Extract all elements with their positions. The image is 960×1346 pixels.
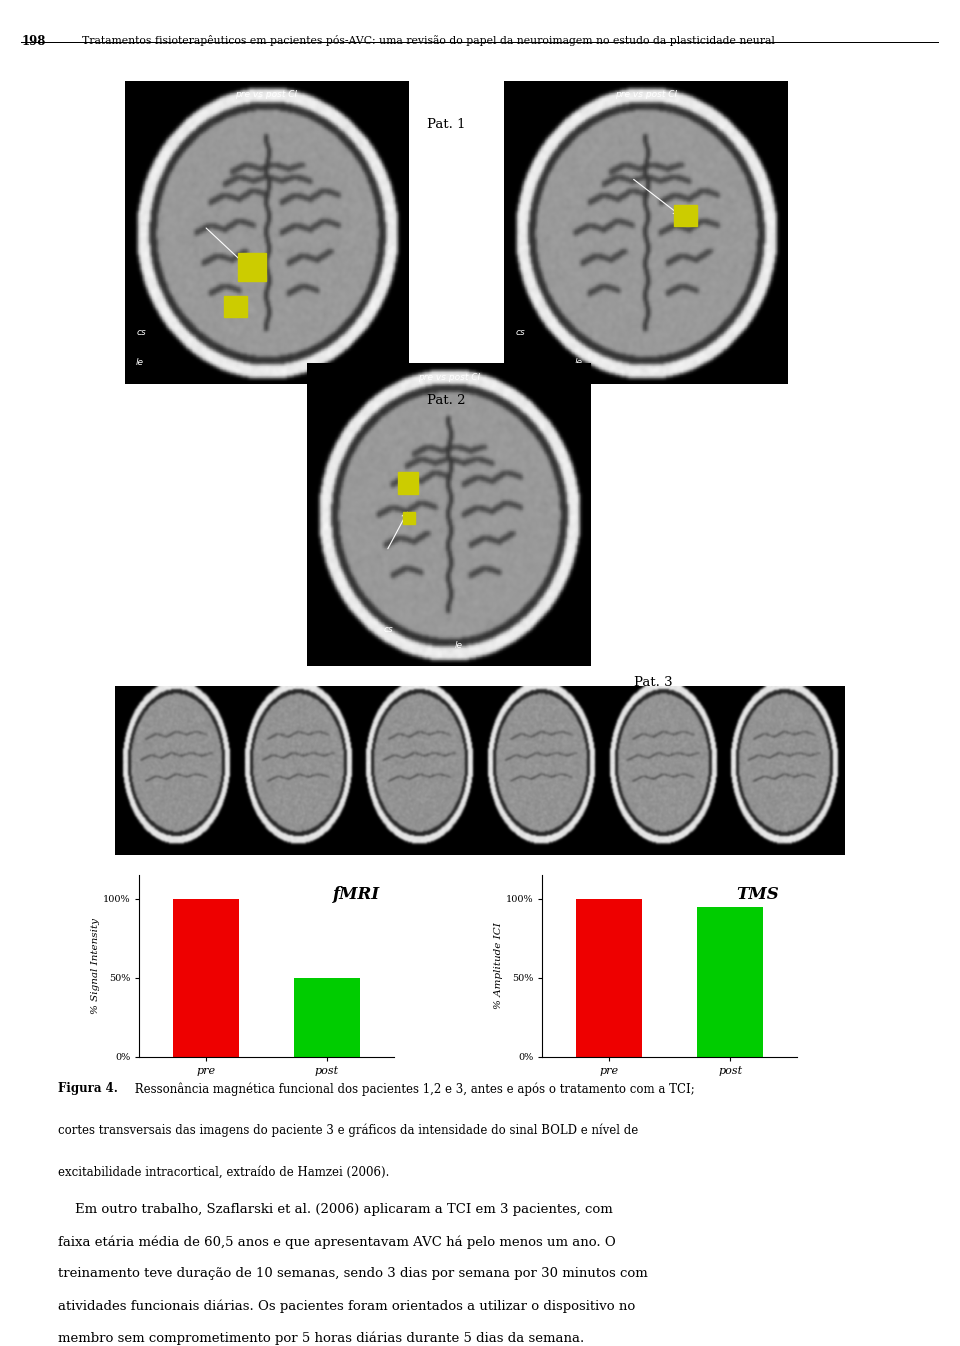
Text: cs: cs	[136, 327, 146, 336]
Bar	[294, 977, 360, 1057]
Text: faixa etária média de 60,5 anos e que apresentavam AVC há pelo menos um ano. O: faixa etária média de 60,5 anos e que ap…	[58, 1236, 615, 1249]
Text: le: le	[454, 641, 463, 650]
Y-axis label: % Signal Intensity: % Signal Intensity	[91, 918, 100, 1014]
Text: TMS: TMS	[736, 886, 779, 903]
Bar	[173, 899, 239, 1057]
Bar	[576, 899, 642, 1057]
Text: atividades funcionais diárias. Os pacientes foram orientados a utilizar o dispos: atividades funcionais diárias. Os pacien…	[58, 1299, 635, 1312]
Bar	[697, 906, 763, 1057]
Text: Tratamentos fisioterapêuticos em pacientes pós-AVC: uma revisão do papel da neur: Tratamentos fisioterapêuticos em pacient…	[82, 35, 775, 46]
Text: le: le	[136, 358, 144, 367]
Text: cortes transversais das imagens do paciente 3 e gráficos da intensidade do sinal: cortes transversais das imagens do pacie…	[58, 1124, 637, 1137]
Text: Figura 4.: Figura 4.	[58, 1082, 117, 1096]
Text: cs: cs	[516, 327, 525, 336]
Text: pre vs post CI: pre vs post CI	[235, 90, 298, 98]
Y-axis label: % Amplitude ICI: % Amplitude ICI	[494, 922, 503, 1010]
Text: treinamento teve duração de 10 semanas, sendo 3 dias por semana por 30 minutos c: treinamento teve duração de 10 semanas, …	[58, 1267, 647, 1280]
Text: Pat. 1: Pat. 1	[427, 118, 466, 131]
Text: 198: 198	[21, 35, 45, 48]
Bar	[397, 472, 418, 494]
Text: excitabilidade intracortical, extraído de Hamzei (2006).: excitabilidade intracortical, extraído d…	[58, 1166, 389, 1178]
Text: Pat. 2: Pat. 2	[427, 394, 466, 406]
Bar	[403, 511, 415, 524]
Bar	[674, 205, 697, 226]
Text: fMRI: fMRI	[333, 886, 380, 903]
Text: membro sem comprometimento por 5 horas diárias durante 5 dias da semana.: membro sem comprometimento por 5 horas d…	[58, 1331, 584, 1345]
Text: cs: cs	[384, 626, 394, 634]
Text: Em outro trabalho, Szaflarski et al. (2006) aplicaram a TCI em 3 pacientes, com: Em outro trabalho, Szaflarski et al. (20…	[58, 1203, 612, 1215]
Bar	[224, 296, 247, 318]
Text: le: le	[575, 358, 583, 367]
Text: Ressonância magnética funcional dos pacientes 1,2 e 3, antes e após o tratamento: Ressonância magnética funcional dos paci…	[132, 1082, 695, 1096]
Bar	[238, 253, 266, 281]
Text: pre vs post CI: pre vs post CI	[418, 373, 480, 381]
Text: Pat. 3: Pat. 3	[634, 677, 672, 689]
Text: pre vs post CI: pre vs post CI	[614, 90, 677, 98]
